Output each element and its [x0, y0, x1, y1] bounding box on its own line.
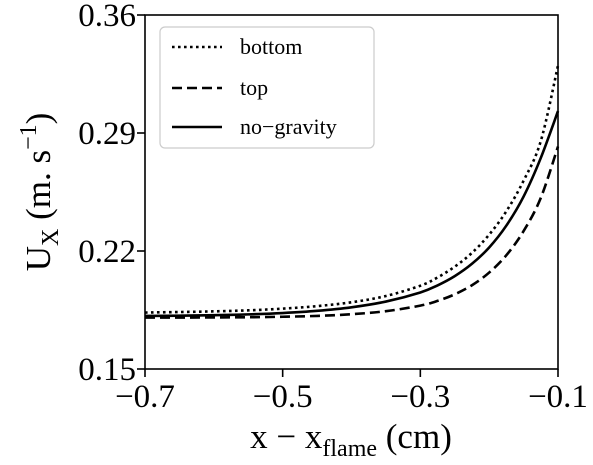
y-tick-label: 0.36 [78, 0, 136, 34]
x-tick-label: −0.7 [115, 379, 175, 415]
axis-ticks: −0.7 −0.5 −0.3 −0.1 0.15 0.22 0.29 0.36 [78, 0, 588, 415]
y-axis-label-sup: −1 [16, 124, 42, 150]
y-axis-label-sub: X [38, 229, 64, 246]
x-axis-label-main: x − x [250, 417, 323, 456]
y-tick-label: 0.22 [78, 234, 136, 270]
x-axis-label-tail: (cm) [377, 417, 452, 456]
series-line-dashed [144, 146, 560, 319]
legend-label-no-gravity: no−gravity [240, 114, 337, 139]
legend: bottom top no−gravity [159, 26, 375, 149]
legend-label-bottom: bottom [240, 34, 302, 59]
y-axis-label: UX (m. s−1) [16, 113, 64, 272]
y-axis-label-main: U [19, 246, 58, 271]
y-axis-label-end: ) [19, 113, 58, 125]
y-axis-label-tail: (m. s [19, 150, 58, 229]
series-line-dotted [144, 65, 560, 314]
series-lines [144, 65, 560, 319]
y-tick-label: 0.15 [78, 352, 136, 388]
x-axis-label: x − xflame (cm) [250, 417, 452, 462]
x-tick-label: −0.3 [390, 379, 450, 415]
x-axis-label-sub: flame [322, 436, 377, 462]
series-line-solid [144, 110, 560, 318]
x-tick-label: −0.5 [253, 379, 313, 415]
x-tick-label: −0.1 [528, 379, 588, 415]
y-tick-label: 0.29 [78, 116, 136, 152]
legend-label-top: top [240, 75, 268, 100]
plot-frame [144, 14, 559, 370]
legend-box [159, 26, 375, 149]
